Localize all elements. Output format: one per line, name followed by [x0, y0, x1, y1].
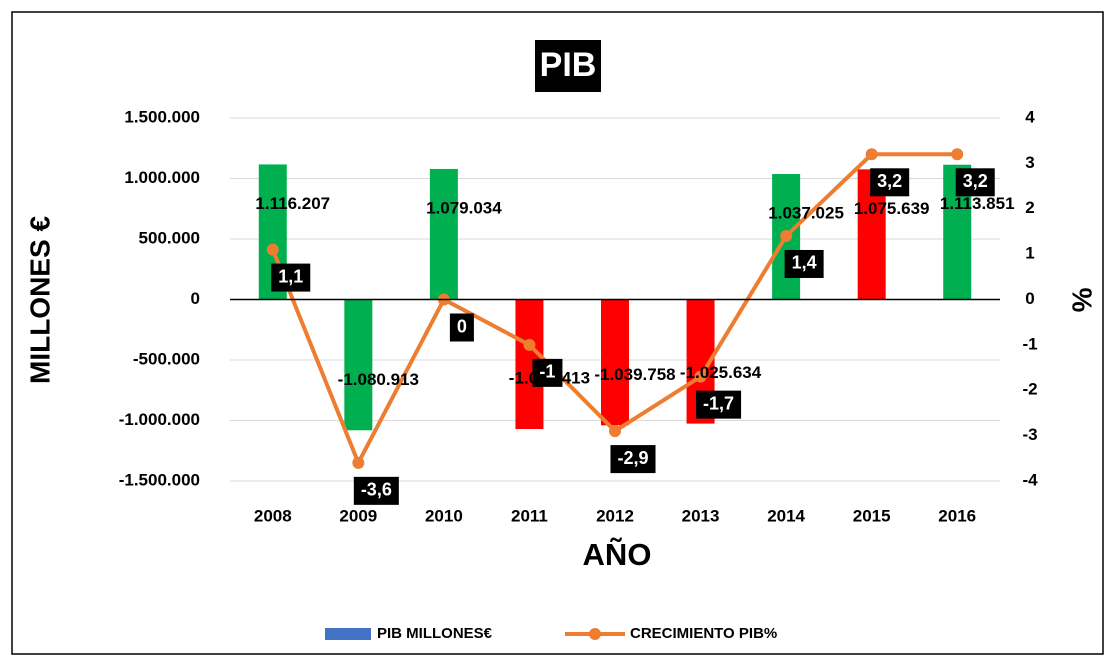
x-tick-label: 2014 — [767, 506, 805, 525]
x-tick-label: 2012 — [596, 506, 634, 525]
line-label-box — [353, 476, 399, 505]
line-point — [352, 456, 365, 469]
y-tick-label: -1.500.000 — [119, 470, 200, 489]
x-tick-label: 2015 — [853, 506, 891, 525]
bar-value-label: -1.025.634 — [680, 363, 762, 382]
bar-value-label: 1.075.639 — [854, 199, 930, 218]
y2-tick-label: -3 — [1022, 425, 1037, 444]
x-axis-title: AÑO — [583, 537, 652, 572]
y2-tick-label: 4 — [1025, 107, 1035, 126]
y-tick-label: 0 — [191, 289, 200, 308]
bar — [429, 168, 458, 300]
legend-label: PIB MILLONES€ — [377, 625, 493, 642]
bar-value-label: -1.039.758 — [594, 365, 675, 384]
line-label-box — [696, 390, 742, 419]
line-label-box — [449, 313, 474, 342]
line-point — [951, 148, 964, 161]
y2-tick-label: -2 — [1022, 380, 1037, 399]
line-value-label: 1,4 — [792, 253, 817, 273]
y-tick-label: 1.000.000 — [124, 168, 200, 187]
bar-value-label: 1.116.207 — [255, 194, 330, 213]
line-point — [266, 243, 279, 256]
bar-value-label: 1.037.025 — [768, 204, 844, 223]
chart-title: PIB — [540, 46, 597, 84]
y-tick-label: -1.000.000 — [119, 410, 200, 429]
y-axis-title: MILLONES € — [24, 216, 55, 384]
line-point — [609, 425, 621, 438]
bar-value-label: 1.113.851 — [940, 194, 1015, 213]
line-label-box — [955, 168, 995, 197]
line-label-box — [532, 358, 563, 387]
y2-tick-label: 0 — [1025, 289, 1034, 308]
y2-tick-label: 1 — [1025, 244, 1034, 263]
line-value-label: -1,7 — [703, 393, 734, 413]
x-tick-label: 2013 — [682, 506, 720, 525]
line-value-label: 3,2 — [877, 171, 902, 191]
y2-tick-label: -4 — [1022, 470, 1038, 489]
bar-value-label: 1.079.034 — [426, 198, 502, 217]
line-label-box — [271, 263, 311, 292]
legend-swatch — [325, 628, 371, 640]
x-tick-label: 2009 — [339, 506, 377, 525]
line-point — [523, 338, 536, 351]
bar — [344, 299, 373, 431]
line-point — [694, 370, 707, 383]
line-label-box — [784, 249, 824, 278]
title-box — [535, 40, 601, 92]
line-value-label: -3,6 — [361, 480, 392, 500]
line-value-label: -1 — [539, 362, 555, 382]
line-value-label: 1,1 — [278, 266, 303, 286]
y2-tick-label: 2 — [1025, 198, 1034, 217]
chart-border — [11, 11, 1104, 655]
y-tick-label: -500.000 — [133, 349, 200, 368]
y-tick-label: 500.000 — [139, 228, 200, 247]
legend-label: CRECIMIENTO PIB% — [630, 625, 777, 642]
y2-axis-title: % — [1067, 288, 1098, 313]
y2-tick-label: -1 — [1022, 334, 1037, 353]
line-value-label: 3,2 — [963, 171, 988, 191]
bar-value-label: -1.080.913 — [338, 370, 419, 389]
line-value-label: -2,9 — [617, 448, 648, 468]
line-point — [780, 229, 793, 242]
line-label-box — [870, 168, 910, 197]
line-point — [865, 148, 878, 161]
x-tick-label: 2010 — [425, 506, 463, 525]
y-tick-label: 1.500.000 — [124, 107, 200, 126]
legend-marker — [589, 628, 601, 640]
line-label-box — [610, 445, 656, 474]
bar — [601, 299, 629, 426]
x-tick-label: 2011 — [511, 506, 548, 525]
line-value-label: 0 — [457, 316, 467, 336]
y2-tick-label: 3 — [1025, 153, 1034, 172]
x-tick-label: 2016 — [938, 506, 976, 525]
x-tick-label: 2008 — [254, 506, 292, 525]
